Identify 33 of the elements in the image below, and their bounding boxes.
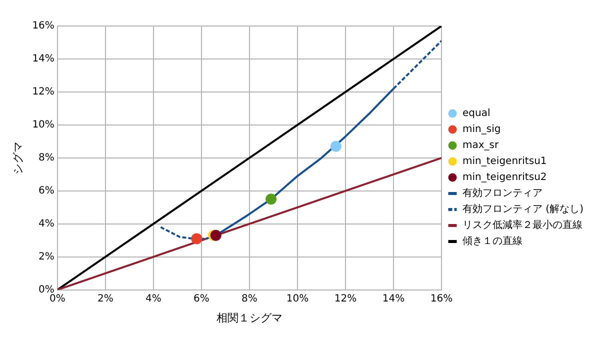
legend-label: min_sig xyxy=(462,124,501,136)
y-tick-label: 6% xyxy=(38,185,54,196)
legend-label: min_teigenritsu2 xyxy=(462,172,547,184)
x-tick-label: 10% xyxy=(286,293,309,304)
x-tick-label: 6% xyxy=(194,293,210,304)
y-tick-label: 14% xyxy=(32,54,54,65)
point xyxy=(210,230,222,241)
point xyxy=(330,140,342,152)
y-axis-title: シグマ xyxy=(11,141,24,174)
y-tick-label: 10% xyxy=(32,120,54,131)
legend-label: 有効フロンティア (解なし) xyxy=(462,203,584,216)
y-tick-label: 0% xyxy=(38,284,54,296)
legend-label: min_teigenritsu1 xyxy=(462,156,547,168)
x-axis-title: 相関１シグマ xyxy=(216,311,282,324)
legend-label: equal xyxy=(462,108,490,120)
x-tick-label: 4% xyxy=(146,293,162,304)
x-tick-label: 0% xyxy=(49,293,66,304)
x-tick-label: 12% xyxy=(334,293,357,304)
legend-label: 有効フロンティア xyxy=(462,187,542,200)
y-tick-label: 2% xyxy=(38,251,54,262)
point xyxy=(266,194,277,205)
x-tick-label: 8% xyxy=(242,293,258,304)
point xyxy=(191,233,202,244)
x-tick-label: 16% xyxy=(430,293,453,304)
x-tick-label: 2% xyxy=(98,293,114,304)
legend-label: max_sr xyxy=(462,140,500,152)
legend-label: リスク低減率２最小の直線 xyxy=(462,219,582,232)
x-tick-label: 14% xyxy=(382,293,405,304)
legend-label: 傾き１の直線 xyxy=(462,235,522,248)
y-tick-label: 16% xyxy=(32,20,54,32)
y-tick-label: 8% xyxy=(38,152,54,164)
y-tick-label: 12% xyxy=(32,86,54,98)
y-tick-label: 4% xyxy=(38,218,54,230)
